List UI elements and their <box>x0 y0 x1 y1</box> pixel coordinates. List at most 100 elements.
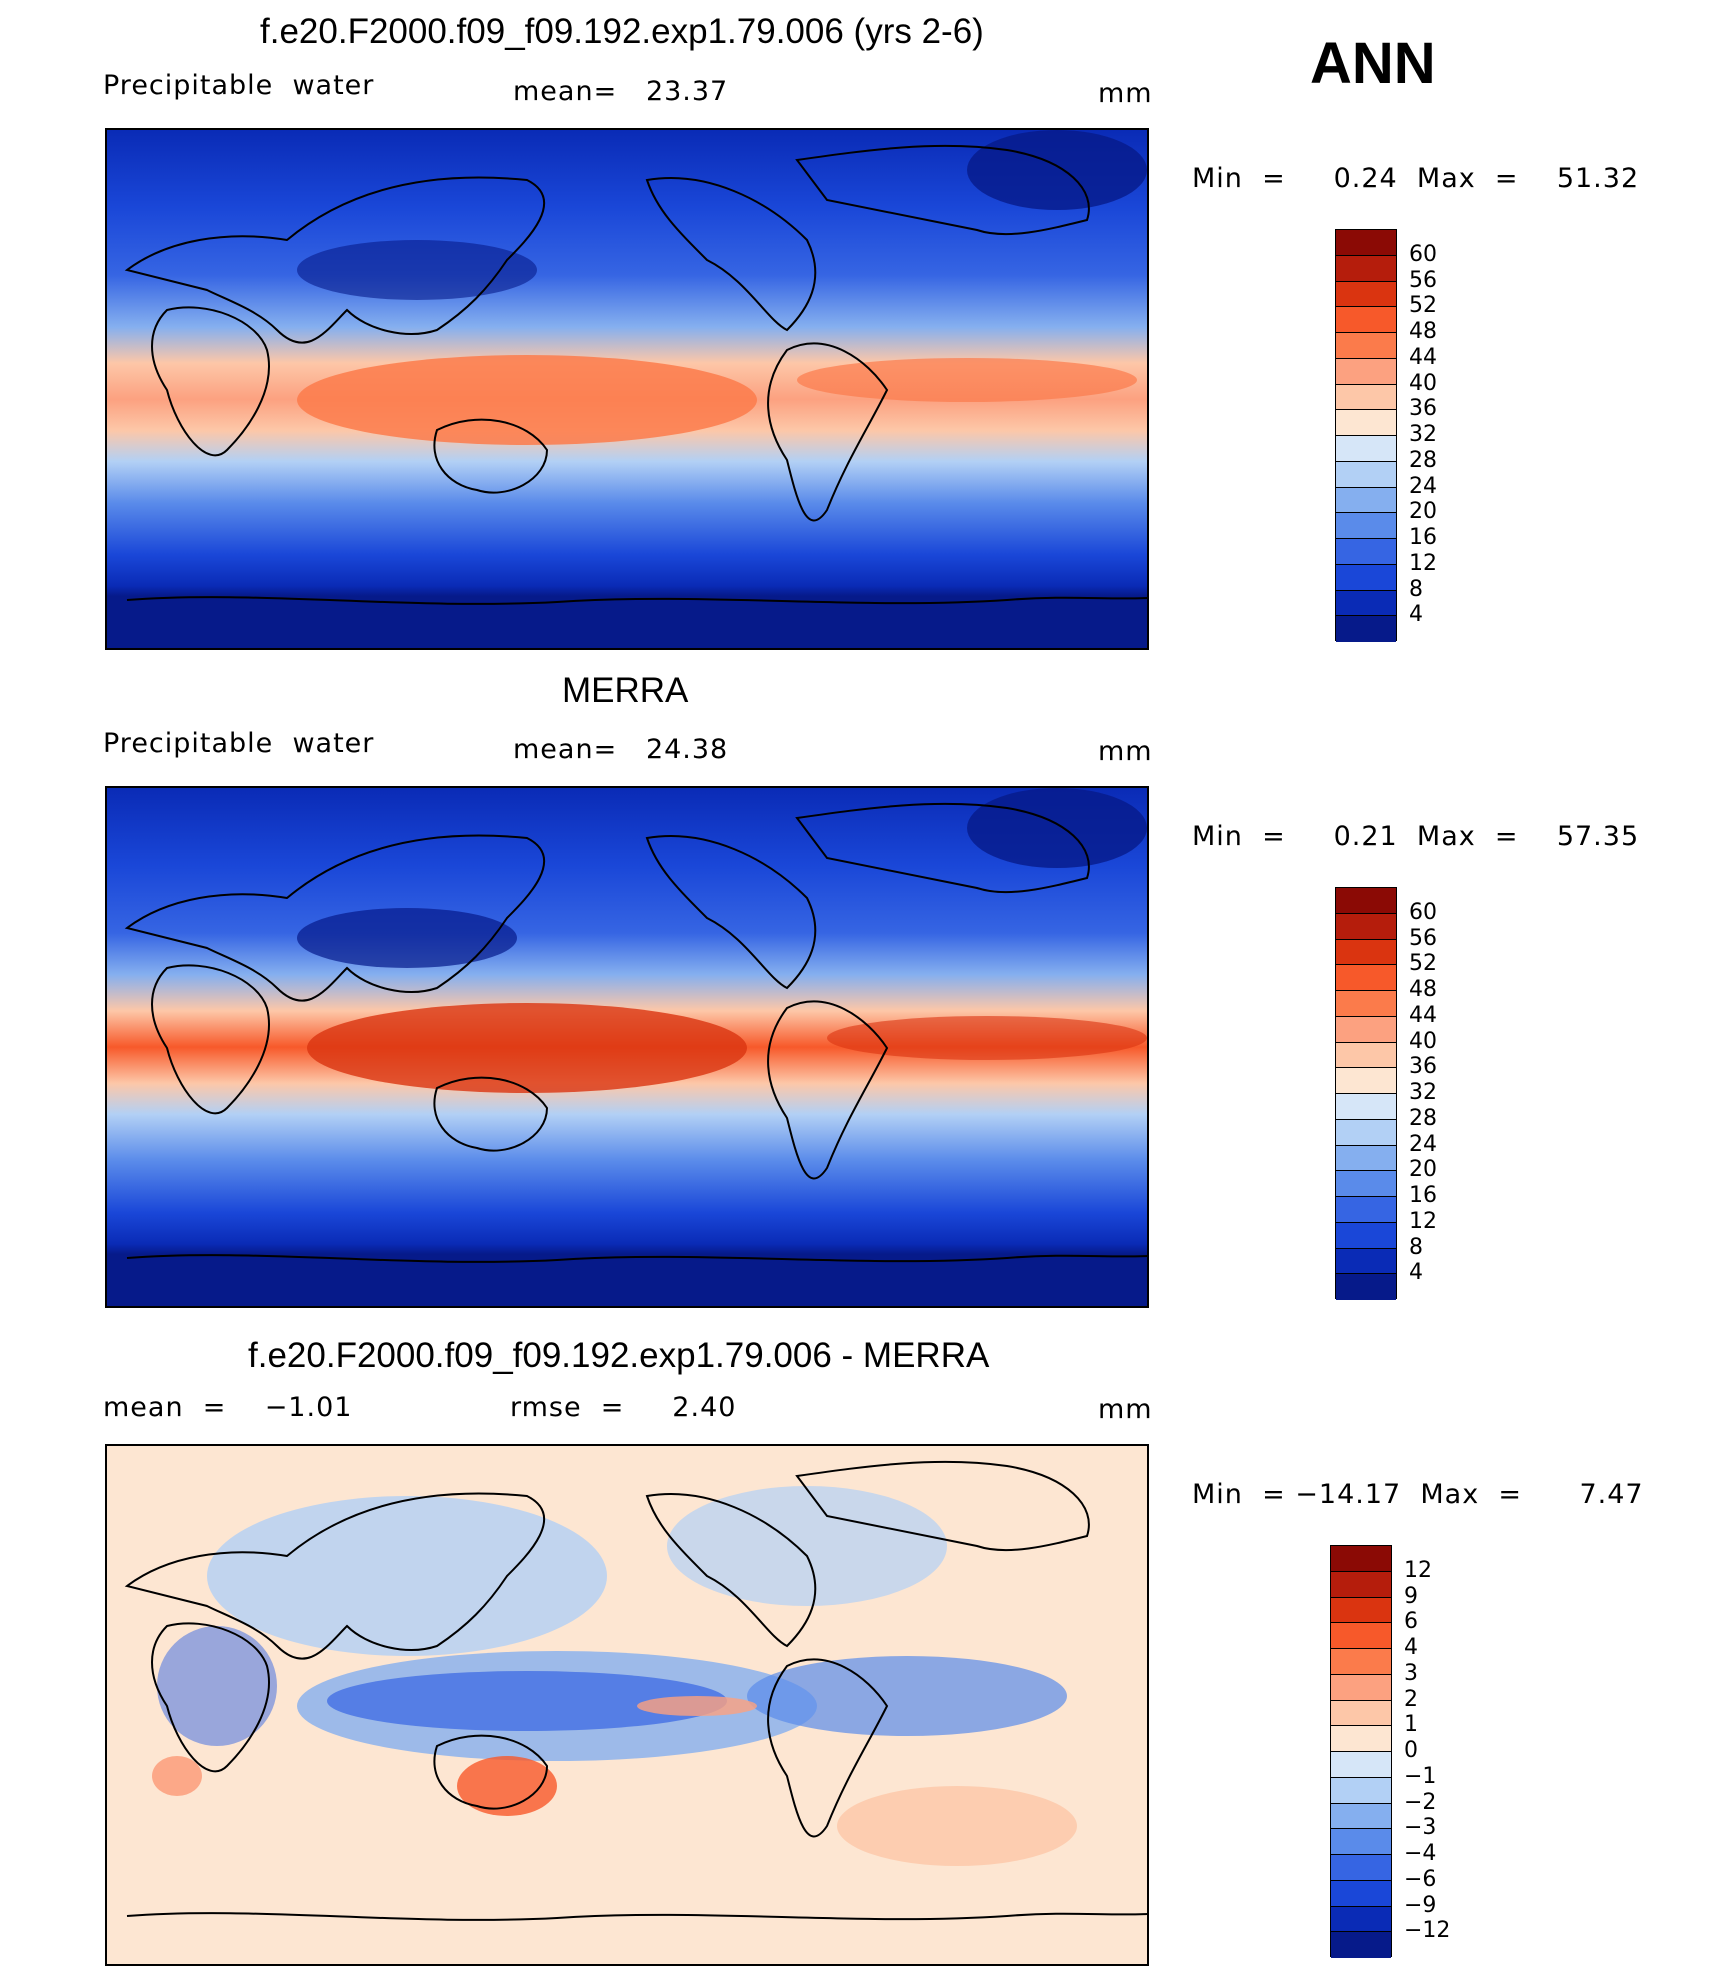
colorbar-label: 32 <box>1409 422 1437 447</box>
colorbar-segment <box>1336 487 1396 514</box>
colorbar-segment <box>1331 1829 1391 1855</box>
colorbar-label: 12 <box>1409 1208 1437 1234</box>
colorbar-label: 60 <box>1409 241 1437 267</box>
panel-1-colorbar <box>1335 229 1397 642</box>
colorbar-segment <box>1336 888 1396 914</box>
panel-2-variable: Precipitable water <box>103 728 375 759</box>
colorbar-label: 6 <box>1404 1609 1418 1635</box>
panel-3-map <box>105 1444 1149 1966</box>
panel-3-units: mm <box>1098 1394 1153 1425</box>
colorbar-segment <box>1336 333 1396 359</box>
panel-1-units: mm <box>1098 78 1153 109</box>
colorbar-label: −4 <box>1404 1841 1437 1866</box>
colorbar-segment <box>1331 1649 1391 1675</box>
panel-1-map <box>105 128 1149 650</box>
colorbar-segment <box>1336 564 1396 591</box>
panel-2-title: MERRA <box>562 671 689 710</box>
colorbar-label: 24 <box>1409 473 1437 499</box>
colorbar-segment <box>1336 358 1396 385</box>
panel-3-colorbar <box>1330 1545 1392 1958</box>
colorbar-label: 16 <box>1409 1183 1437 1208</box>
colorbar-label: −3 <box>1404 1815 1437 1841</box>
colorbar-label: 56 <box>1409 267 1437 293</box>
colorbar-segment <box>1336 1016 1396 1043</box>
panel-2-minmax: Min = 0.21 Max = 57.35 <box>1192 821 1640 852</box>
colorbar-label: 44 <box>1409 344 1437 370</box>
colorbar-label: 8 <box>1409 576 1423 602</box>
colorbar-segment <box>1331 1752 1391 1778</box>
colorbar-label: 36 <box>1409 1054 1437 1080</box>
colorbar-segment <box>1336 539 1396 565</box>
colorbar-segment <box>1331 1726 1391 1752</box>
colorbar-segment <box>1331 1906 1391 1933</box>
colorbar-label: 40 <box>1409 1028 1437 1054</box>
colorbar-label: −6 <box>1404 1866 1437 1892</box>
panel-2-colorbar <box>1335 887 1397 1300</box>
colorbar-segment <box>1331 1880 1391 1907</box>
colorbar-segment <box>1331 1546 1391 1572</box>
colorbar-segment <box>1331 1855 1391 1881</box>
colorbar-segment <box>1336 513 1396 539</box>
colorbar-label: −9 <box>1404 1892 1437 1918</box>
colorbar-segment <box>1331 1932 1391 1958</box>
colorbar-label: 28 <box>1409 447 1437 473</box>
colorbar-label: 36 <box>1409 396 1437 422</box>
colorbar-label: 48 <box>1409 977 1437 1002</box>
colorbar-segment <box>1336 436 1396 462</box>
colorbar-segment <box>1336 1171 1396 1197</box>
colorbar-segment <box>1331 1623 1391 1649</box>
colorbar-segment <box>1336 965 1396 991</box>
colorbar-label: 0 <box>1404 1738 1418 1763</box>
colorbar-segment <box>1336 1145 1396 1172</box>
colorbar-label: 48 <box>1409 319 1437 344</box>
panel-3-minmax: Min = −14.17 Max = 7.47 <box>1192 1479 1644 1510</box>
panel-3-rmse: rmse = 2.40 <box>510 1392 737 1423</box>
colorbar-segment <box>1336 255 1396 282</box>
colorbar-label: −12 <box>1404 1918 1451 1944</box>
colorbar-segment <box>1336 913 1396 940</box>
colorbar-segment <box>1331 1803 1391 1830</box>
panel-1-minmax: Min = 0.24 Max = 51.32 <box>1192 163 1640 194</box>
colorbar-label: 32 <box>1409 1080 1437 1105</box>
colorbar-label: 52 <box>1409 293 1437 319</box>
panel-3-mean: mean = −1.01 <box>103 1392 353 1423</box>
colorbar-label: −1 <box>1404 1763 1437 1789</box>
panel-1-mean: mean= 23.37 <box>513 76 729 107</box>
colorbar-label: 4 <box>1404 1635 1418 1660</box>
colorbar-segment <box>1336 230 1396 256</box>
colorbar-segment <box>1336 616 1396 642</box>
colorbar-segment <box>1336 1094 1396 1120</box>
colorbar-segment <box>1336 1248 1396 1275</box>
colorbar-segment <box>1336 1068 1396 1094</box>
colorbar-label: 40 <box>1409 370 1437 396</box>
colorbar-label: 12 <box>1404 1557 1432 1583</box>
colorbar-segment <box>1336 410 1396 436</box>
colorbar-segment <box>1336 1222 1396 1249</box>
colorbar-label: 3 <box>1404 1660 1418 1686</box>
colorbar-label: 16 <box>1409 525 1437 550</box>
colorbar-label: 56 <box>1409 925 1437 951</box>
colorbar-segment <box>1331 1597 1391 1624</box>
colorbar-segment <box>1336 307 1396 333</box>
colorbar-label: 44 <box>1409 1002 1437 1028</box>
colorbar-label: 20 <box>1409 1157 1437 1183</box>
colorbar-segment <box>1336 384 1396 411</box>
colorbar-label: 1 <box>1404 1712 1418 1738</box>
colorbar-label: 8 <box>1409 1234 1423 1260</box>
colorbar-label: 2 <box>1404 1686 1418 1712</box>
colorbar-label: 28 <box>1409 1105 1437 1131</box>
colorbar-label: 9 <box>1404 1583 1418 1609</box>
panel-1-title: f.e20.F2000.f09_f09.192.exp1.79.006 (yrs… <box>260 12 984 51</box>
colorbar-segment <box>1336 590 1396 617</box>
colorbar-label: 4 <box>1409 602 1423 628</box>
colorbar-segment <box>1331 1571 1391 1598</box>
panel-3-title: f.e20.F2000.f09_f09.192.exp1.79.006 - ME… <box>248 1336 990 1375</box>
colorbar-segment <box>1331 1777 1391 1804</box>
colorbar-label: 60 <box>1409 899 1437 925</box>
panel-2-units: mm <box>1098 736 1153 767</box>
colorbar-segment <box>1336 1119 1396 1146</box>
colorbar-segment <box>1336 1197 1396 1223</box>
panel-2-map <box>105 786 1149 1308</box>
colorbar-segment <box>1336 1042 1396 1069</box>
colorbar-segment <box>1331 1674 1391 1701</box>
